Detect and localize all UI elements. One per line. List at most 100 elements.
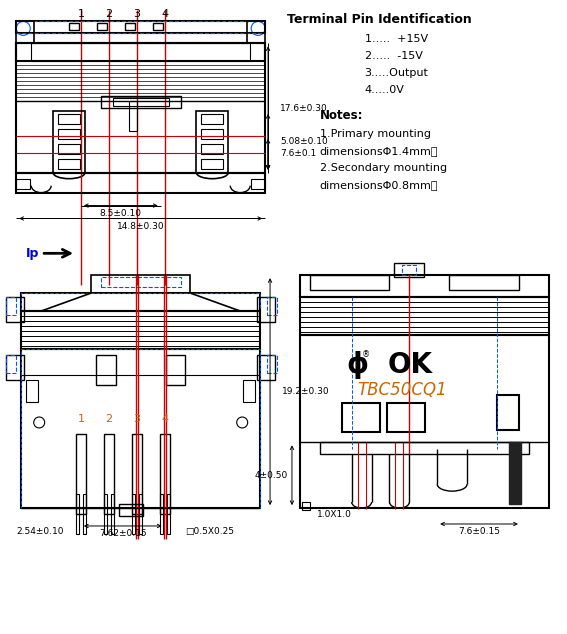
Bar	[247, 22, 265, 43]
Text: 7.62±0.15: 7.62±0.15	[99, 529, 147, 538]
Bar	[201, 144, 223, 154]
Text: □0.5X0.25: □0.5X0.25	[185, 527, 235, 536]
Bar	[22, 349, 260, 508]
Bar	[76, 494, 79, 534]
Bar	[16, 172, 265, 193]
Text: Ip: Ip	[26, 247, 40, 260]
Bar	[101, 96, 180, 108]
Text: 3: 3	[133, 10, 140, 20]
Bar	[125, 23, 135, 30]
Bar	[53, 111, 85, 172]
Bar	[58, 158, 80, 169]
Text: Terminal Pin Identification: Terminal Pin Identification	[287, 13, 472, 26]
Bar	[22, 293, 260, 311]
Text: dimensionsΦ1.4mm，: dimensionsΦ1.4mm，	[320, 146, 438, 156]
Bar	[497, 394, 519, 430]
Text: 7.6±0.1: 7.6±0.1	[280, 149, 316, 158]
Text: ϕ: ϕ	[346, 351, 369, 378]
Bar	[16, 22, 34, 43]
Text: 2.54±0.10: 2.54±0.10	[16, 527, 64, 536]
Bar	[58, 129, 80, 139]
Bar	[387, 403, 425, 432]
Bar	[159, 494, 163, 534]
Text: 1: 1	[78, 10, 84, 20]
Bar	[129, 101, 137, 131]
Text: OK: OK	[387, 351, 433, 378]
Bar	[113, 98, 168, 106]
Bar	[449, 275, 519, 290]
Text: 8.5±0.10: 8.5±0.10	[100, 209, 142, 218]
Bar	[69, 23, 79, 30]
Text: 4: 4	[161, 10, 168, 20]
Text: 3: 3	[133, 415, 140, 425]
Bar	[132, 494, 135, 534]
Bar	[159, 434, 170, 514]
Bar	[6, 297, 24, 322]
Bar	[104, 434, 114, 514]
Text: 7.6±0.15: 7.6±0.15	[458, 527, 500, 536]
Text: 1: 1	[78, 415, 84, 425]
Bar	[310, 275, 390, 290]
Bar	[139, 494, 142, 534]
Bar	[320, 443, 529, 455]
Text: 4.....0V: 4.....0V	[365, 85, 404, 95]
Bar	[96, 355, 116, 385]
Bar	[91, 275, 191, 293]
Bar	[16, 43, 265, 61]
Bar	[22, 293, 260, 311]
Bar	[257, 297, 275, 322]
Bar	[166, 355, 185, 385]
Bar	[83, 494, 86, 534]
Text: 2.Secondary mounting: 2.Secondary mounting	[320, 163, 447, 172]
Bar	[257, 355, 275, 380]
Bar	[196, 111, 229, 172]
Bar	[119, 504, 143, 516]
Bar	[300, 275, 549, 297]
Text: 4±0.50: 4±0.50	[255, 470, 288, 480]
Bar	[395, 263, 424, 277]
Bar	[16, 22, 265, 34]
Bar	[342, 403, 379, 432]
Bar	[76, 434, 86, 514]
Text: 3.....Output: 3.....Output	[365, 68, 429, 78]
Bar	[302, 502, 310, 510]
Bar	[58, 144, 80, 154]
Bar	[16, 43, 265, 172]
Bar	[132, 434, 142, 514]
Bar	[153, 23, 163, 30]
Bar	[6, 355, 24, 380]
Text: 1.....  +15V: 1..... +15V	[365, 34, 428, 44]
Bar	[267, 297, 277, 315]
Bar	[201, 114, 223, 124]
Bar	[201, 129, 223, 139]
Bar	[111, 494, 114, 534]
Bar	[509, 443, 521, 504]
Bar	[300, 297, 549, 335]
Text: Notes:: Notes:	[320, 110, 363, 122]
Bar	[58, 114, 80, 124]
Bar	[16, 22, 265, 34]
Bar	[251, 179, 265, 189]
Text: TBC50CQ1: TBC50CQ1	[358, 380, 447, 399]
Text: 1.0X1.0: 1.0X1.0	[318, 510, 352, 519]
Bar	[300, 335, 549, 508]
Text: dimensionsΦ0.8mm。: dimensionsΦ0.8mm。	[320, 179, 438, 190]
Bar	[26, 380, 38, 401]
Text: ®: ®	[362, 351, 370, 359]
Bar	[403, 265, 416, 275]
Bar	[31, 43, 250, 61]
Bar	[201, 158, 223, 169]
Text: 14.8±0.30: 14.8±0.30	[117, 222, 164, 231]
Bar	[97, 23, 107, 30]
Text: 5.08±0.10: 5.08±0.10	[280, 138, 328, 146]
Bar	[101, 277, 180, 287]
Bar	[16, 179, 30, 189]
Bar	[243, 380, 255, 401]
Bar	[22, 349, 260, 508]
Bar	[267, 355, 277, 373]
Text: 2: 2	[105, 415, 112, 425]
Bar	[104, 494, 107, 534]
Text: 2: 2	[105, 10, 112, 20]
Text: 19.2±0.30: 19.2±0.30	[282, 387, 329, 396]
Bar	[22, 311, 260, 349]
